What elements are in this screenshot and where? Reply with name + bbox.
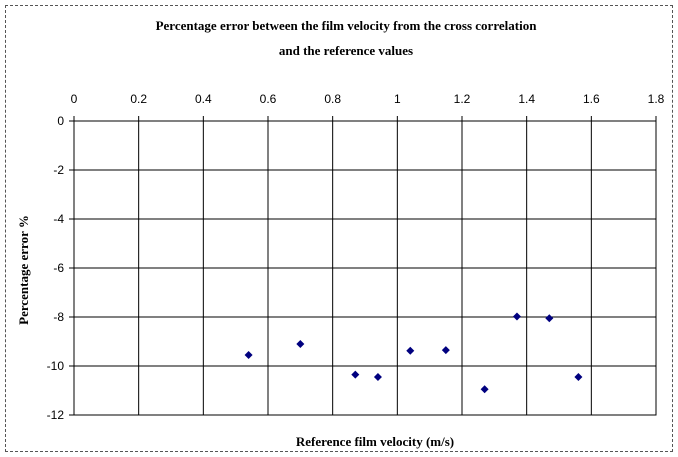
x-tick-label: 1 [394, 92, 401, 106]
x-tick-label: 1.6 [583, 92, 600, 106]
x-tick-label: 0.4 [195, 92, 212, 106]
plot-area: 0 0.2 0.4 0.6 0.8 1 1.2 1.4 1.6 1.8 0 -2 -4 -6 -8 -10 -1… [47, 92, 665, 422]
data-point [406, 346, 415, 355]
data-point [574, 373, 583, 382]
data-point [545, 314, 554, 323]
x-tick-label: 1.4 [518, 92, 535, 106]
data-point [373, 373, 382, 382]
x-tick-label: 0.2 [130, 92, 147, 106]
y-tick-label: -8 [53, 310, 64, 324]
data-point [351, 370, 360, 379]
chart-title-line-2: and the reference values [279, 43, 413, 58]
x-tick-label: 0 [71, 92, 78, 106]
data-point [441, 346, 450, 355]
y-tick-label: 0 [57, 114, 64, 128]
y-axis-label: Percentage error % [16, 215, 31, 325]
chart-frame [5, 5, 673, 452]
y-tick-label: -4 [53, 212, 64, 226]
x-tick-label: 0.6 [260, 92, 277, 106]
chart-title-line-1: Percentage error between the film veloci… [156, 18, 538, 33]
data-point [244, 350, 253, 359]
x-tick-label: 1.8 [648, 92, 665, 106]
x-axis-label: Reference film velocity (m/s) [296, 434, 454, 449]
data-point [480, 385, 489, 394]
x-tick-label: 0.8 [324, 92, 341, 106]
data-point [296, 339, 305, 348]
y-tick-label: -2 [53, 163, 64, 177]
y-tick-label: -12 [47, 408, 65, 422]
x-tick-label: 1.2 [454, 92, 471, 106]
y-tick-label: -6 [53, 261, 64, 275]
y-tick-label: -10 [47, 359, 65, 373]
data-point [512, 312, 521, 321]
